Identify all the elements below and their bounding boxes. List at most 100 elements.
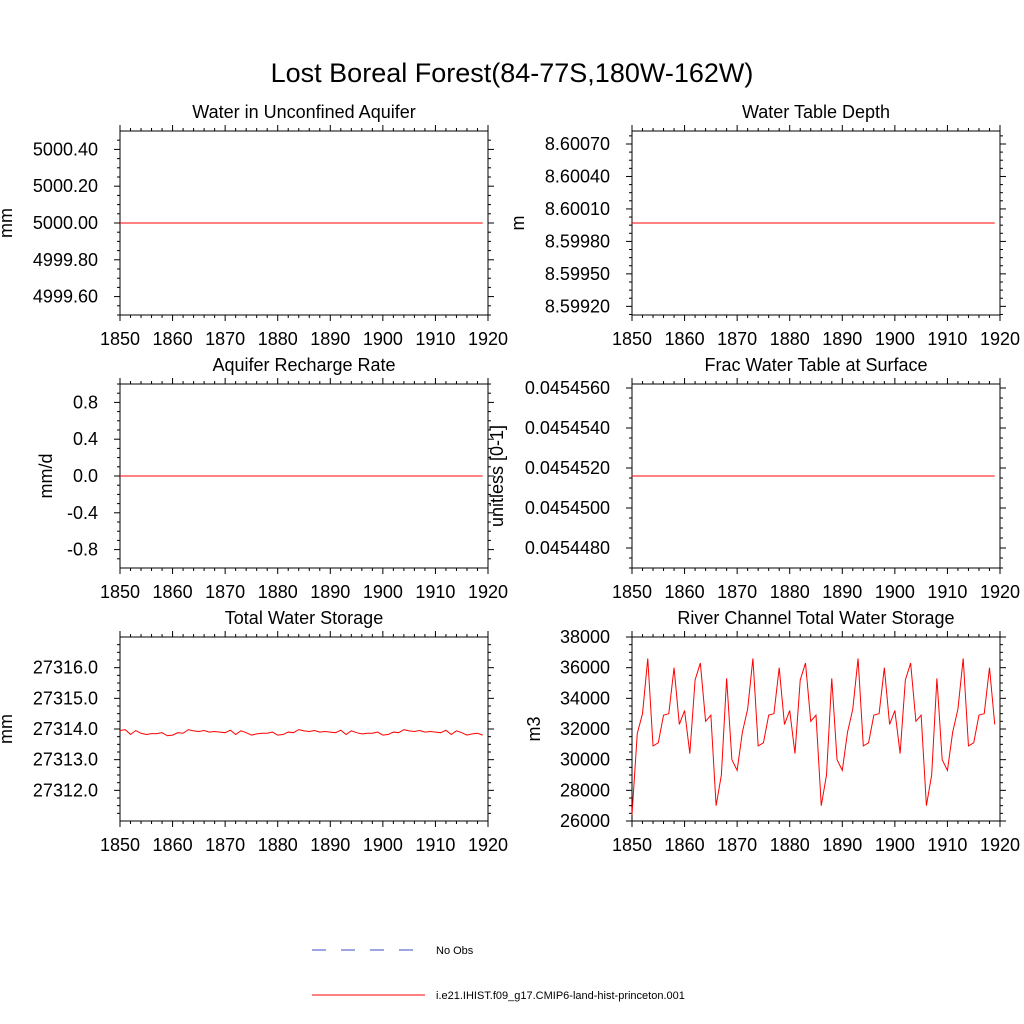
y-axis-label: m	[508, 216, 528, 231]
y-axis-label: m3	[524, 716, 544, 741]
y-tick-label: 26000	[560, 811, 610, 831]
y-tick-label: 32000	[560, 719, 610, 739]
y-tick-label: 36000	[560, 658, 610, 678]
y-tick-label: 5000.00	[33, 213, 98, 233]
x-tick-label: 1880	[770, 582, 810, 602]
chart-title: Total Water Storage	[225, 608, 383, 628]
y-tick-label: -0.8	[67, 540, 98, 560]
y-tick-label: 38000	[560, 627, 610, 647]
x-tick-label: 1860	[665, 582, 705, 602]
y-tick-label: -0.4	[67, 503, 98, 523]
y-tick-label: 0.0454480	[525, 538, 610, 558]
x-tick-label: 1870	[205, 835, 245, 855]
y-tick-label: 27316.0	[33, 658, 98, 678]
y-tick-label: 27315.0	[33, 688, 98, 708]
y-axis-label: unitless [0-1]	[487, 425, 507, 527]
x-tick-label: 1860	[153, 835, 193, 855]
y-tick-label: 34000	[560, 688, 610, 708]
y-tick-label: 27314.0	[33, 719, 98, 739]
x-tick-label: 1920	[468, 582, 508, 602]
y-tick-label: 0.0454540	[525, 418, 610, 438]
y-axis-label: mm/d	[36, 454, 56, 499]
y-tick-label: 0.0454500	[525, 498, 610, 518]
x-tick-label: 1850	[612, 329, 652, 349]
x-tick-label: 1890	[822, 835, 862, 855]
x-tick-label: 1920	[468, 835, 508, 855]
x-tick-label: 1900	[363, 329, 403, 349]
y-tick-label: 8.60010	[545, 199, 610, 219]
chart-panel: Water Table Depth m 1850 1860 1870 1880 1890 19…	[508, 102, 1020, 349]
y-tick-label: 8.59920	[545, 296, 610, 316]
x-tick-label: 1900	[363, 835, 403, 855]
y-tick-label: 28000	[560, 780, 610, 800]
y-tick-label: 0.0	[73, 466, 98, 486]
x-tick-label: 1890	[822, 329, 862, 349]
y-tick-label: 30000	[560, 750, 610, 770]
chart-panel: Aquifer Recharge Rate mm/d 1850 1860 1870 188…	[36, 355, 508, 602]
y-tick-label: 8.59980	[545, 231, 610, 251]
chart-title: Water Table Depth	[742, 102, 890, 122]
x-tick-label: 1920	[980, 835, 1020, 855]
series-line	[631, 658, 996, 815]
x-tick-label: 1850	[612, 835, 652, 855]
x-tick-label: 1870	[717, 835, 757, 855]
x-tick-label: 1900	[363, 582, 403, 602]
legend-label-no-obs: No Obs	[436, 945, 474, 957]
x-tick-label: 1890	[310, 835, 350, 855]
x-tick-label: 1850	[100, 329, 140, 349]
chart-title: Water in Unconfined Aquifer	[192, 102, 415, 122]
y-tick-label: 27312.0	[33, 780, 98, 800]
y-tick-label: 8.59950	[545, 264, 610, 284]
x-tick-label: 1910	[927, 835, 967, 855]
x-tick-label: 1870	[205, 582, 245, 602]
y-tick-label: 5000.40	[33, 139, 98, 159]
y-tick-label: 8.60040	[545, 166, 610, 186]
x-tick-label: 1860	[665, 835, 705, 855]
y-tick-label: 4999.60	[33, 287, 98, 307]
x-tick-label: 1890	[310, 329, 350, 349]
x-tick-label: 1850	[100, 835, 140, 855]
x-tick-label: 1910	[415, 835, 455, 855]
x-tick-label: 1910	[927, 329, 967, 349]
x-tick-label: 1900	[875, 329, 915, 349]
x-tick-label: 1880	[258, 835, 298, 855]
legend: No Obs i.e21.IHIST.f09_g17.CMIP6-land-hi…	[312, 945, 685, 1002]
series-line	[119, 729, 483, 737]
y-tick-label: 0.4	[73, 429, 98, 449]
y-tick-label: 4999.80	[33, 250, 98, 270]
chart-panel: Frac Water Table at Surface unitless [0-1…	[487, 355, 1020, 602]
x-tick-label: 1850	[100, 582, 140, 602]
plot-frame	[119, 636, 489, 822]
chart-title: Frac Water Table at Surface	[704, 355, 927, 375]
y-tick-label: 27313.0	[33, 750, 98, 770]
x-tick-label: 1920	[980, 582, 1020, 602]
y-axis-label: mm	[0, 714, 16, 744]
x-tick-label: 1860	[153, 329, 193, 349]
chart-panel: Water in Unconfined Aquifer mm 1850 1860 187…	[0, 102, 508, 349]
chart-title: Aquifer Recharge Rate	[212, 355, 395, 375]
x-tick-label: 1860	[665, 329, 705, 349]
x-tick-label: 1850	[612, 582, 652, 602]
x-tick-label: 1900	[875, 835, 915, 855]
x-tick-label: 1870	[717, 582, 757, 602]
chart-title: River Channel Total Water Storage	[677, 608, 954, 628]
x-tick-label: 1920	[468, 329, 508, 349]
y-axis-label: mm	[0, 208, 16, 238]
panels: Water in Unconfined Aquifer mm 1850 1860 187…	[0, 102, 1020, 855]
x-tick-label: 1890	[822, 582, 862, 602]
chart-panel: River Channel Total Water Storage m3 1850 1…	[524, 608, 1020, 855]
y-tick-label: 8.60070	[545, 134, 610, 154]
x-tick-label: 1870	[717, 329, 757, 349]
x-tick-label: 1920	[980, 329, 1020, 349]
x-tick-label: 1880	[770, 329, 810, 349]
legend-label-model: i.e21.IHIST.f09_g17.CMIP6-land-hist-prin…	[436, 990, 685, 1002]
chart-panel: Total Water Storage mm 1850 1860 1870 1880 189…	[0, 608, 508, 855]
x-tick-label: 1910	[415, 582, 455, 602]
y-tick-label: 5000.20	[33, 176, 98, 196]
x-tick-label: 1890	[310, 582, 350, 602]
x-tick-label: 1880	[258, 329, 298, 349]
x-tick-label: 1900	[875, 582, 915, 602]
page-title: Lost Boreal Forest(84-77S,180W-162W)	[271, 58, 754, 88]
x-tick-label: 1910	[927, 582, 967, 602]
